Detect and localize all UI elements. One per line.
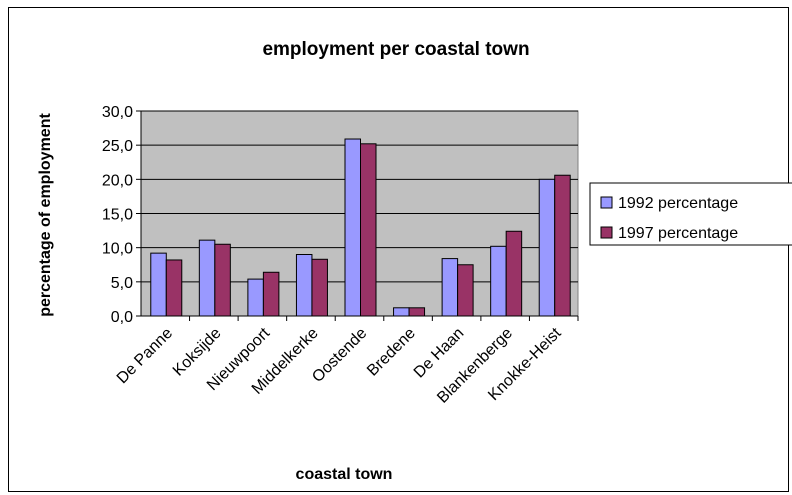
y-tick-label: 30,0 (102, 104, 133, 121)
y-tick-label: 20,0 (102, 172, 133, 189)
bar-1992-koksijde (198, 239, 216, 317)
bar-1997-nieuwpoort (262, 271, 280, 317)
bar-1992-knokke-heist (538, 178, 556, 317)
bar-1992-bredene (393, 307, 410, 317)
chart-title: employment per coastal town (262, 39, 529, 60)
x-tick-label: Bredene (364, 325, 419, 380)
legend: 1992 percentage 1997 percentage (589, 182, 792, 246)
bars (150, 138, 571, 317)
bar-1997-knokke-heist (554, 174, 571, 317)
legend-swatch (600, 226, 613, 239)
legend-label: 1997 percentage (618, 225, 738, 242)
bar-1992-middelkerke (295, 254, 313, 317)
y-tick-label: 5,0 (111, 275, 133, 292)
bar-1992-de-panne (150, 252, 167, 317)
bar-1997-koksijde (214, 243, 231, 317)
bar-1997-oostende (360, 143, 377, 317)
bar-1997-middelkerke (311, 258, 328, 317)
y-tick-label: 0,0 (111, 309, 133, 326)
bar-1997-blankenberge (505, 230, 523, 317)
bar-1992-nieuwpoort (247, 278, 264, 317)
x-tick-label: De Panne (114, 325, 176, 387)
bar-1992-de-haan (441, 258, 459, 317)
legend-label: 1992 percentage (618, 195, 738, 212)
bar-1992-oostende (344, 138, 361, 317)
legend-swatch (600, 196, 613, 209)
bar-1997-bredene (408, 307, 426, 317)
x-tick-labels: De PanneKoksijdeNieuwpoortMiddelkerkeOos… (114, 324, 565, 406)
y-axis-title: percentage of employment (37, 113, 54, 317)
y-tick-label: 25,0 (102, 138, 133, 155)
bar-1992-blankenberge (490, 245, 507, 317)
bar-1997-de-haan (457, 264, 474, 317)
y-tick-label: 15,0 (102, 207, 133, 224)
x-axis-title: coastal town (296, 466, 393, 483)
bar-1997-de-panne (165, 259, 183, 317)
y-tick-labels: 0,0 5,0 10,0 15,0 20,0 25,0 30,0 (102, 104, 133, 326)
axes (136, 110, 579, 321)
y-tick-label: 10,0 (102, 241, 133, 258)
legend-box (589, 182, 792, 246)
